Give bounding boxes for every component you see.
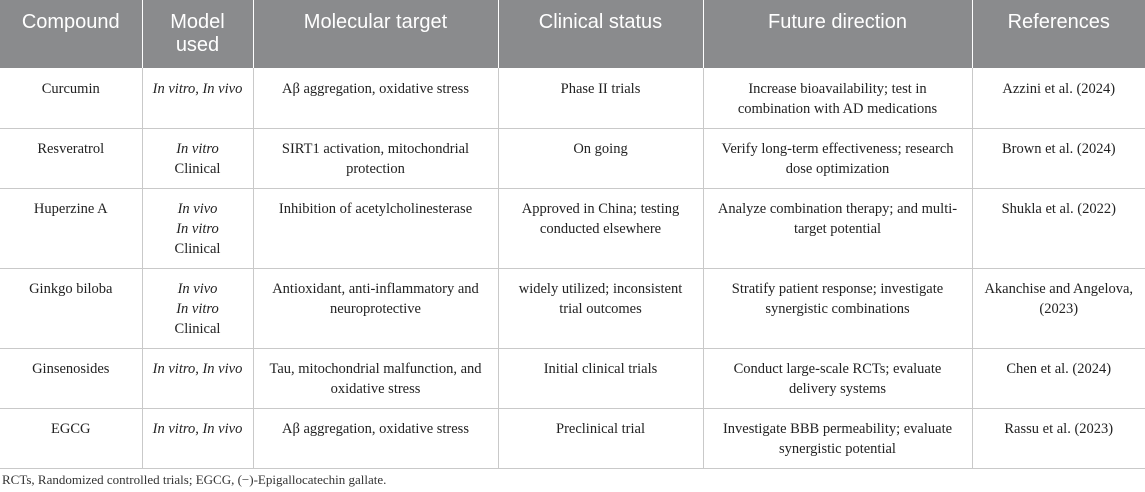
cell-reference: Azzini et al. (2024) [971, 68, 1145, 129]
cell-reference: Shukla et al. (2022) [971, 188, 1145, 269]
cell-molecular-target: Aβ aggregation, oxidative stress [252, 68, 498, 129]
cell-compound: Curcumin [0, 68, 142, 129]
model-label: In vivo [202, 81, 243, 97]
cell-future-direction: Increase bioavailability; test in combin… [702, 68, 972, 129]
cell-future-direction: Verify long-term effectiveness; research… [702, 128, 972, 189]
cell-model-used: In vitro, In vivo [141, 68, 253, 129]
cell-reference: Chen et al. (2024) [971, 348, 1145, 409]
cell-compound: Huperzine A [0, 188, 142, 269]
table-row: Ginsenosides In vitro, In vivo Tau, mito… [0, 348, 1145, 409]
model-label: In vitro [152, 81, 196, 97]
model-label: In vitro [176, 140, 219, 157]
model-label: In vivo [177, 200, 218, 217]
header-references: References [971, 0, 1145, 68]
cell-compound: Resveratrol [0, 128, 142, 189]
cell-clinical-status: On going [497, 128, 703, 189]
model-separator: , [195, 360, 203, 377]
cell-reference: Akanchise and Angelova, (2023) [971, 268, 1145, 349]
compounds-table: Compound Model used Molecular target Cli… [0, 0, 1145, 469]
header-clinical-status: Clinical status [497, 0, 703, 68]
cell-reference: Rassu et al. (2023) [971, 408, 1145, 469]
cell-clinical-status: widely utilized; inconsistent trial outc… [497, 268, 703, 349]
cell-future-direction: Investigate BBB permeability; evaluate s… [702, 408, 972, 469]
header-model-used: Model used [141, 0, 253, 68]
model-label: In vitro [152, 360, 196, 377]
header-molecular-target: Molecular target [252, 0, 498, 68]
table-footnote: RCTs, Randomized controlled trials; EGCG… [2, 472, 387, 487]
header-compound: Compound [0, 0, 142, 68]
cell-clinical-status: Initial clinical trials [497, 348, 703, 409]
cell-model-used: In vitro, In vivo [141, 348, 253, 409]
header-future-direction: Future direction [702, 0, 972, 68]
cell-clinical-status: Preclinical trial [497, 408, 703, 469]
cell-compound: EGCG [0, 408, 142, 469]
cell-molecular-target: Tau, mitochondrial malfunction, and oxid… [252, 348, 498, 409]
cell-model-used: In vitro, In vivo [141, 408, 253, 469]
model-label: Clinical [174, 240, 221, 257]
cell-future-direction: Stratify patient response; investigate s… [702, 268, 972, 349]
cell-molecular-target: Antioxidant, anti-inflammatory and neuro… [252, 268, 498, 349]
table-body: Curcumin In vitro, In vivo Aβ aggregatio… [0, 68, 1145, 469]
model-separator: , [195, 420, 203, 437]
cell-molecular-target: Aβ aggregation, oxidative stress [252, 408, 498, 469]
cell-molecular-target: SIRT1 activation, mitochondrial protecti… [252, 128, 498, 189]
cell-model-used: In vitro Clinical [141, 128, 253, 189]
cell-reference: Brown et al. (2024) [971, 128, 1145, 189]
table-row: Curcumin In vitro, In vivo Aβ aggregatio… [0, 68, 1145, 129]
model-label: Clinical [174, 320, 221, 337]
cell-molecular-target: Inhibition of acetylcholinesterase [252, 188, 498, 269]
model-label: In vivo [177, 280, 218, 297]
cell-future-direction: Conduct large-scale RCTs; evaluate deliv… [702, 348, 972, 409]
model-separator: , [195, 81, 203, 97]
cell-future-direction: Analyze combination therapy; and multi-t… [702, 188, 972, 269]
cell-compound: Ginsenosides [0, 348, 142, 409]
cell-clinical-status: Phase II trials [497, 68, 703, 129]
cell-clinical-status: Approved in China; testing conducted els… [497, 188, 703, 269]
model-label: In vitro [176, 220, 219, 237]
table-row: EGCG In vitro, In vivo Aβ aggregation, o… [0, 408, 1145, 469]
model-label: In vivo [202, 420, 243, 437]
cell-compound: Ginkgo biloba [0, 268, 142, 349]
table-row: Ginkgo biloba In vivo In vitro Clinical An… [0, 268, 1145, 349]
header-row: Compound Model used Molecular target Cli… [0, 0, 1145, 68]
model-label: In vitro [176, 300, 219, 317]
table-row: Resveratrol In vitro Clinical SIRT1 activ… [0, 128, 1145, 189]
table-header: Compound Model used Molecular target Cli… [0, 0, 1145, 68]
cell-model-used: In vivo In vitro Clinical [141, 188, 253, 269]
model-label: Clinical [174, 160, 221, 177]
cell-model-used: In vivo In vitro Clinical [141, 268, 253, 349]
model-label: In vitro [152, 420, 196, 437]
table-row: Huperzine A In vivo In vitro Clinical Inhi… [0, 188, 1145, 269]
model-label: In vivo [202, 360, 243, 377]
